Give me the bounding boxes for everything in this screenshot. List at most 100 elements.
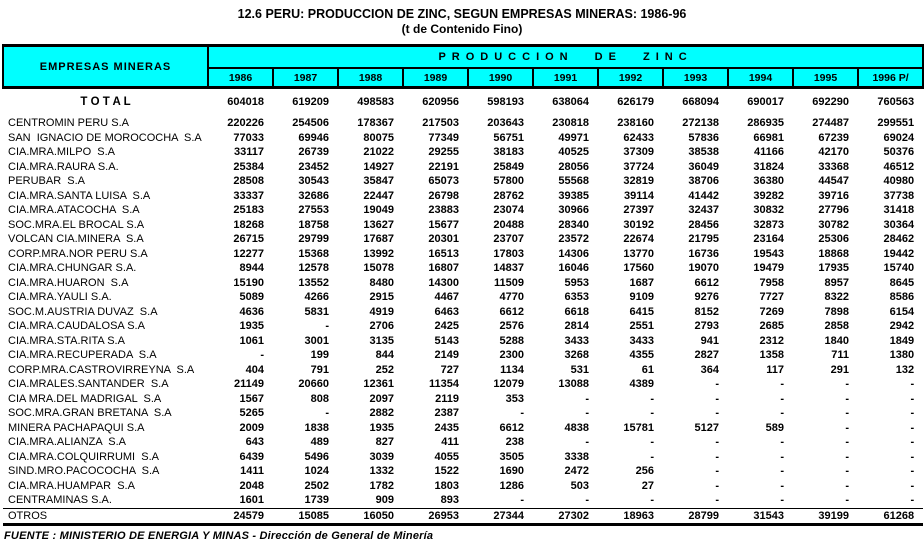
company-name-cell: CORP.MRA.NOR PERU S.A bbox=[8, 247, 148, 260]
value-cell: 39716 bbox=[818, 189, 849, 202]
value-cell: 238160 bbox=[617, 117, 654, 129]
value-cell: - bbox=[585, 436, 589, 448]
value-cell: 1024 bbox=[304, 465, 329, 477]
value-cell: - bbox=[780, 436, 784, 448]
value-cell: 67239 bbox=[818, 131, 849, 144]
value-cell: 61 bbox=[641, 363, 654, 376]
value-cell: 20301 bbox=[428, 233, 459, 245]
total-label: T O T A L bbox=[80, 96, 131, 108]
value-cell: 1803 bbox=[434, 479, 459, 492]
value-cell: 844 bbox=[375, 349, 394, 361]
value-cell: 13627 bbox=[363, 218, 394, 231]
value-cell: 4266 bbox=[304, 291, 329, 303]
value-cell: - bbox=[520, 407, 524, 419]
value-cell: - bbox=[715, 378, 719, 390]
value-cell: 28462 bbox=[883, 233, 915, 245]
value-cell: 893 bbox=[440, 494, 459, 506]
company-name-cell: CIA.MRA.SANTA LUISA S.A bbox=[8, 189, 151, 202]
company-name-cell: CENTRAMINAS S.A. bbox=[8, 494, 112, 506]
value-cell: 5265 bbox=[239, 407, 264, 419]
value-cell: 25306 bbox=[818, 233, 849, 245]
total-value-cell: 619209 bbox=[292, 96, 329, 108]
value-cell: 3135 bbox=[369, 334, 394, 347]
value-cell: 364 bbox=[700, 363, 719, 376]
value-cell: 2706 bbox=[369, 320, 394, 332]
header-row-groups: EMPRESAS MINERAS PRODUCCION DE ZINC bbox=[2, 44, 924, 89]
value-cell: 1935 bbox=[369, 421, 394, 434]
value-cell: 19049 bbox=[363, 204, 394, 216]
value-cell: 7898 bbox=[824, 305, 849, 318]
value-cell: 1061 bbox=[239, 334, 264, 347]
value-cell: 28762 bbox=[493, 189, 524, 202]
value-cell: 17803 bbox=[493, 247, 524, 260]
value-cell: 5143 bbox=[434, 334, 459, 347]
value-cell: 15368 bbox=[298, 247, 329, 260]
value-cell: 5089 bbox=[239, 291, 264, 303]
year-header-cell: 1987 bbox=[272, 67, 339, 89]
value-cell: 7958 bbox=[759, 276, 784, 289]
total-value-cell: 626179 bbox=[617, 96, 654, 108]
report-subtitle: (t de Contenido Fino) bbox=[401, 22, 523, 36]
value-cell: 30192 bbox=[623, 218, 654, 231]
value-cell: - bbox=[650, 392, 654, 405]
value-cell: 38183 bbox=[493, 146, 524, 158]
value-cell: - bbox=[650, 450, 654, 463]
value-cell: 57800 bbox=[493, 175, 524, 187]
value-cell: 5831 bbox=[304, 305, 329, 318]
value-cell: - bbox=[780, 465, 784, 477]
value-cell: 30832 bbox=[753, 204, 784, 216]
value-cell: 25384 bbox=[233, 160, 264, 173]
table-row: PERUBAR S.A 28508 30543 35847 65073 57800 5556… bbox=[3, 174, 923, 189]
value-cell: 203643 bbox=[487, 117, 524, 129]
value-cell: 27553 bbox=[298, 204, 329, 216]
value-cell: 1690 bbox=[499, 465, 524, 477]
value-cell: - bbox=[910, 421, 915, 434]
company-name-cell: SOC.MRA.EL BROCAL S.A bbox=[8, 218, 145, 231]
value-cell: 6439 bbox=[239, 450, 264, 463]
total-value-cell: 760563 bbox=[877, 96, 915, 108]
value-cell: 23074 bbox=[493, 204, 524, 216]
value-cell: 8586 bbox=[889, 291, 915, 303]
value-cell: 1358 bbox=[759, 349, 784, 361]
value-cell: 2387 bbox=[434, 407, 459, 419]
value-cell: 77349 bbox=[428, 131, 459, 144]
value-cell: 27302 bbox=[533, 507, 598, 526]
value-cell: 80075 bbox=[363, 131, 394, 144]
value-cell: - bbox=[650, 494, 654, 506]
value-cell: 1134 bbox=[500, 363, 524, 376]
table-row: SOC.MRA.EL BROCAL S.A 18268 18758 13627 1567… bbox=[3, 218, 923, 233]
value-cell: 15781 bbox=[623, 421, 654, 434]
value-cell: 808 bbox=[310, 392, 329, 405]
value-cell: 28799 bbox=[663, 507, 728, 526]
value-cell: 66981 bbox=[753, 131, 784, 144]
value-cell: - bbox=[910, 494, 915, 506]
company-name-cell: CIA.MRA.HUARON S.A bbox=[8, 276, 129, 289]
value-cell: 46512 bbox=[883, 160, 915, 173]
value-cell: 32873 bbox=[753, 218, 784, 231]
value-cell: 32437 bbox=[688, 204, 719, 216]
value-cell: 827 bbox=[375, 436, 394, 448]
value-cell: 4838 bbox=[564, 421, 589, 434]
value-cell: - bbox=[585, 494, 589, 506]
value-cell: - bbox=[845, 436, 849, 448]
value-cell: 77033 bbox=[233, 131, 264, 144]
value-cell: 27 bbox=[641, 479, 654, 492]
value-cell: 12361 bbox=[363, 378, 394, 390]
value-cell: - bbox=[910, 436, 915, 448]
value-cell: 22191 bbox=[428, 160, 459, 173]
value-cell: 19442 bbox=[883, 247, 915, 260]
value-cell: 24579 bbox=[208, 507, 273, 526]
value-cell: 37309 bbox=[623, 146, 654, 158]
value-cell: 2576 bbox=[499, 320, 524, 332]
value-cell: - bbox=[780, 378, 784, 390]
value-cell: 19543 bbox=[753, 247, 784, 260]
total-row: T O T A L 604018 619209 498583 620956 598193… bbox=[3, 88, 923, 112]
value-cell: 16513 bbox=[428, 247, 459, 260]
column-header-empresas-mineras: EMPRESAS MINERAS bbox=[2, 44, 209, 89]
year-header-cell: 1986 bbox=[207, 67, 274, 89]
value-cell: 11354 bbox=[429, 378, 459, 390]
value-cell: 8957 bbox=[824, 276, 849, 289]
value-cell: 4055 bbox=[434, 450, 459, 463]
value-cell: 6612 bbox=[499, 421, 524, 434]
value-cell: 643 bbox=[245, 436, 264, 448]
